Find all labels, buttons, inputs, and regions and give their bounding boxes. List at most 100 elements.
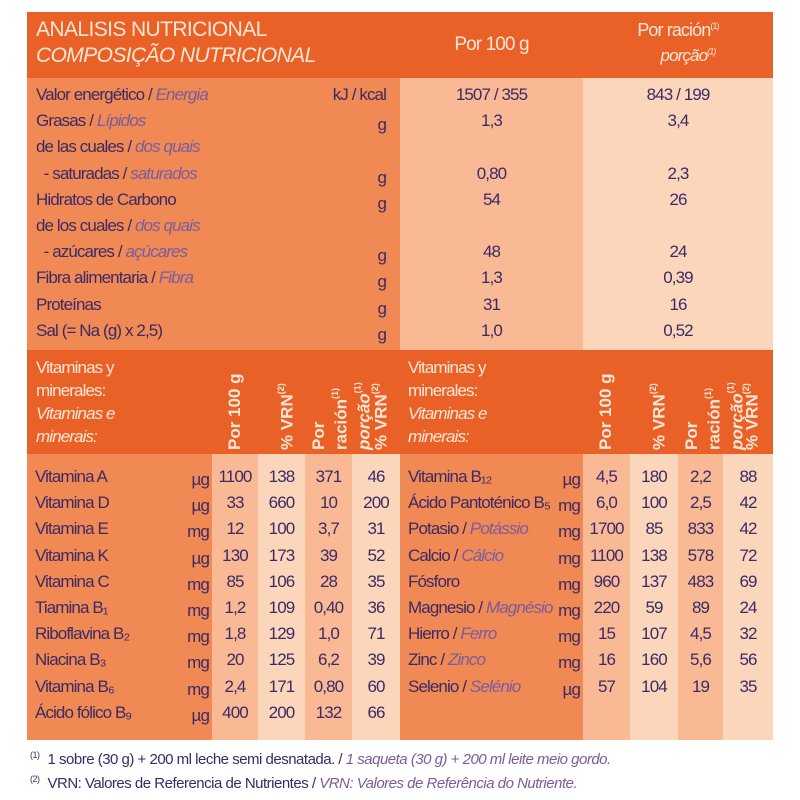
vitamin-vrn100: 173 <box>268 545 296 565</box>
vitamin-serving: 6,2 <box>318 650 340 670</box>
nutrient-name-pt: Energia <box>155 85 209 104</box>
vitamin-serving: 39 <box>319 545 338 565</box>
vitamin-per100: 4,5 <box>596 467 618 486</box>
vitamin-name: Fósforo <box>408 569 460 595</box>
vitamin-per100: 57 <box>597 676 616 696</box>
vitamin-unit: mg <box>558 601 581 620</box>
vitamin-name-es: Hierro / <box>408 624 461 644</box>
vitamin-name: Riboflavina B₂ <box>35 621 130 647</box>
vitamin-serving: 1,0 <box>318 624 340 644</box>
vitamin-vrn100: 138 <box>268 467 296 486</box>
per-serving-header-es: Por ración(1) <box>583 20 773 41</box>
vrn-ref: (2) <box>648 383 658 395</box>
vitamin-per100: 1100 <box>590 545 624 565</box>
vrn-ref: (2) <box>276 383 286 395</box>
vitamin-vrn100: 200 <box>268 702 296 722</box>
vitamin-vrnserving: 35 <box>739 676 757 696</box>
vitamin-name-es: Vitamina A <box>35 467 108 486</box>
label-es-1: Vitaminas y <box>408 358 487 377</box>
vitamin-name: Potasio / Potássio <box>408 516 529 542</box>
vitamin-name: Zinc / Zinco <box>408 647 486 673</box>
per100-vertical-header: Por 100 g <box>225 373 244 450</box>
nutrient-name: - azúcares / açúcares <box>36 239 189 265</box>
nutrient-per100: 1,0 <box>481 320 503 340</box>
nutrient-name-es: Hidratos de Carbono <box>36 189 177 209</box>
vrn-ref: (2) <box>370 383 380 395</box>
vitamin-vrn100: 100 <box>641 493 668 513</box>
vitamin-value-column <box>258 454 305 740</box>
vitamin-vrnserving: 35 <box>367 571 385 591</box>
vitamin-per100: 16 <box>597 650 616 670</box>
vitamin-name-pt: Zinco <box>448 650 486 670</box>
label-pt-1: Vitaminas e <box>36 404 116 423</box>
footnote-es: VRN: Valores de Referencia de Nutrientes… <box>47 775 320 792</box>
vitamin-name-es: Calcio / <box>408 545 462 565</box>
vitamin-name: Tiamina B₁ <box>35 595 109 621</box>
vitamin-vrnserving: 36 <box>367 598 385 617</box>
vitamin-vrn100: 660 <box>268 493 296 513</box>
vitamin-vrnserving: 66 <box>367 702 385 722</box>
vitamin-vrn100: 59 <box>645 598 663 617</box>
vitamin-name-es: Vitamina D <box>35 493 110 513</box>
per-100g-header: Por 100 g <box>454 34 529 55</box>
vitamin-value-column <box>352 454 400 740</box>
vitamin-serving: 371 <box>315 467 343 486</box>
vrn-serving-vertical-header: % VRN(2) <box>737 370 762 450</box>
footnote-pt: 1 saqueta (30 g) + 200 ml leite meio gor… <box>345 751 611 768</box>
vrn-label: % VRN <box>371 394 391 450</box>
vitamin-vrn100: 180 <box>641 467 668 486</box>
nutrient-name-pt: dos quais <box>135 216 201 235</box>
vitamin-vrnserving: 39 <box>367 650 385 670</box>
vrn-vertical-header: % VRN(2) <box>644 370 669 450</box>
nutrient-name: de los cuales / dos quais <box>36 213 201 239</box>
per100-vertical-header: Por 100 g <box>596 373 615 450</box>
vitamin-serving: 578 <box>687 545 715 565</box>
vitamin-serving: 0,40 <box>313 598 344 617</box>
vitamin-per100: 2,4 <box>224 676 247 696</box>
nutrient-per-serving: 16 <box>669 294 687 314</box>
vitamin-per100: 12 <box>226 519 244 539</box>
vitamin-per100: 960 <box>593 571 621 591</box>
vitamin-vrnserving: 52 <box>367 545 385 565</box>
vitamin-unit: mg <box>187 574 210 594</box>
nutrient-name-es: de las cuales / <box>36 137 135 157</box>
label-pt-1: Vitaminas e <box>408 404 488 423</box>
nutrient-per-serving: 0,52 <box>663 320 693 340</box>
vitamin-name-es: Magnesio / <box>408 598 486 617</box>
vitamin-value-column <box>212 454 258 740</box>
vitamin-per100: 1700 <box>589 519 624 539</box>
nutrient-per100: 1,3 <box>481 111 503 131</box>
vrn-vertical-header: % VRN(2) <box>272 370 297 450</box>
nutrient-per100: 48 <box>482 242 501 262</box>
vitamins-header <box>27 350 773 454</box>
vitamin-vrn100: 137 <box>641 571 668 591</box>
vitamin-name: Ácido fólico B₉ <box>35 700 132 726</box>
nutrient-unit: g <box>377 167 386 187</box>
vitamin-vrn100: 100 <box>268 519 296 539</box>
nutrition-label-column <box>27 78 400 350</box>
vitamin-name: Ácido Pantoténico B₅ <box>408 490 551 516</box>
footnote-pt: VRN: Valores de Referência do Nutriente. <box>319 775 578 792</box>
nutrient-name-es: - azúcares / <box>36 242 126 262</box>
vrn-label: % VRN <box>649 394 669 450</box>
vitamin-name-es: Vitamina K <box>35 545 109 565</box>
vitamin-vrn100: 85 <box>645 519 663 539</box>
vitamin-vrnserving: 69 <box>739 571 757 591</box>
vitamin-name: Vitamina B₁₂ <box>408 464 492 490</box>
nutrient-name-es: Valor energético / <box>36 85 156 104</box>
vitamin-vrnserving: 200 <box>363 493 390 513</box>
vitamin-per100: 33 <box>226 493 244 513</box>
vitamin-vrnserving: 31 <box>367 519 385 539</box>
label-pt-2: minerais: <box>36 427 98 446</box>
vitamin-vrnserving: 42 <box>739 493 757 513</box>
vitamin-per100: 400 <box>222 702 249 722</box>
vitamin-value-column <box>678 454 723 740</box>
vitamin-vrnserving: 46 <box>367 467 385 486</box>
vitamin-name-es: Riboflavina B₂ <box>35 624 130 644</box>
vitamin-name: Vitamina K <box>35 543 109 569</box>
nutrient-name-pt: Lípidos <box>96 111 146 131</box>
vitamin-serving: 0,80 <box>313 676 344 696</box>
vitamin-vrnserving: 88 <box>739 467 757 486</box>
vitamins-label-right: Vitaminas y minerales: Vitaminas e minerais… <box>408 356 488 448</box>
vitamin-name-es: Vitamina E <box>35 519 109 539</box>
